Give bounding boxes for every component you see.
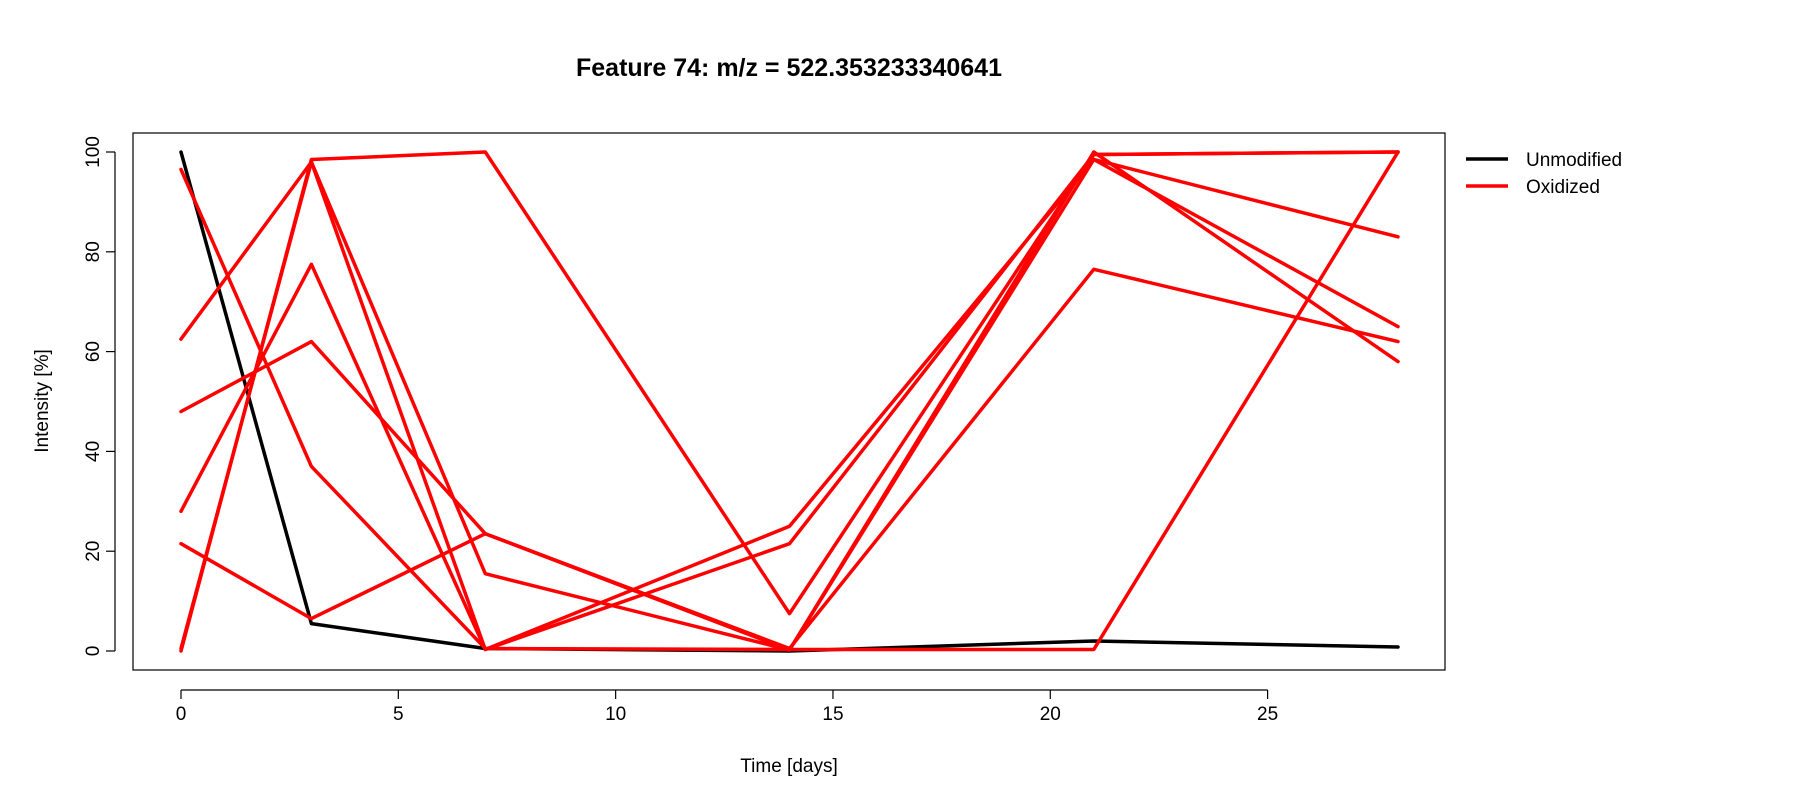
y-tick-label: 0: [83, 646, 104, 657]
series-line-oxidized-5: [179, 157, 1400, 652]
y-axis: 0 20 40 60 80 100: [83, 136, 116, 657]
y-tick-label: 40: [83, 441, 104, 462]
y-axis-label: Intensity [%]: [32, 349, 53, 453]
series-line-oxidized-2: [179, 150, 1400, 652]
series-line-oxidized-6: [179, 267, 1400, 651]
y-tick-label: 80: [83, 241, 104, 262]
x-axis-label: Time [days]: [740, 756, 838, 777]
legend: Unmodified Oxidized: [1466, 150, 1622, 198]
series-group: [179, 150, 1400, 653]
series-line-oxidized-7: [179, 150, 1400, 652]
y-tick-label: 60: [83, 341, 104, 362]
x-tick-label: 15: [822, 704, 843, 725]
x-tick-label: 5: [393, 704, 404, 725]
series-line-oxidized-3: [179, 157, 1400, 652]
y-tick-label: 100: [83, 136, 104, 168]
plot-frame: [132, 132, 1446, 671]
legend-label-unmodified: Unmodified: [1526, 150, 1622, 171]
chart-title: Feature 74: m/z = 522.353233340641: [576, 54, 1002, 82]
x-tick-label: 20: [1040, 704, 1061, 725]
x-axis: 0 5 10 15 20 25: [176, 689, 1278, 725]
x-tick-label: 25: [1257, 704, 1278, 725]
x-tick-label: 10: [605, 704, 626, 725]
legend-label-oxidized: Oxidized: [1526, 177, 1600, 198]
x-tick-label: 0: [176, 704, 187, 725]
y-tick-label: 20: [83, 541, 104, 562]
